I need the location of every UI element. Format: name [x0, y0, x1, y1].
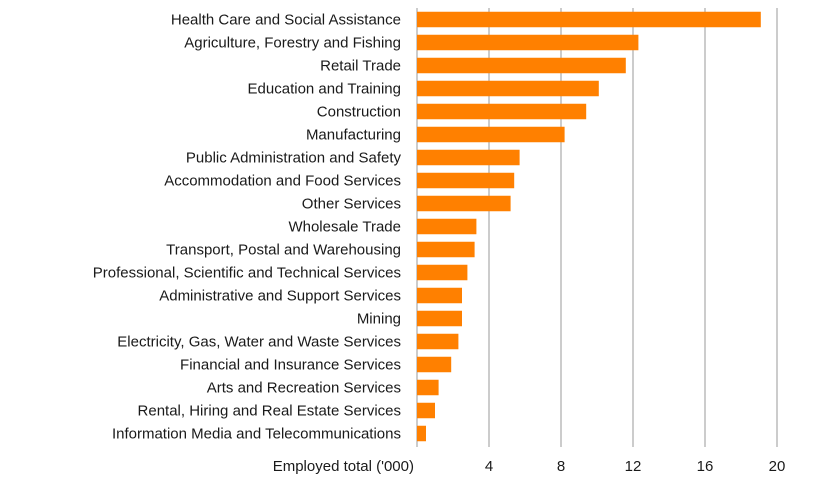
category-label: Financial and Insurance Services [180, 357, 401, 374]
category-label: Wholesale Trade [288, 219, 401, 236]
category-label: Administrative and Support Services [159, 288, 401, 305]
bar [417, 356, 452, 373]
category-label: Construction [317, 104, 401, 121]
category-label: Mining [357, 311, 401, 328]
bar [417, 57, 626, 74]
bar [417, 379, 439, 396]
bar [417, 80, 599, 97]
bar [417, 195, 511, 212]
category-label: Information Media and Telecommunications [112, 426, 401, 443]
bar [417, 11, 761, 28]
x-tick-label: 16 [697, 458, 714, 475]
category-labels: Health Care and Social Assistance Agricul… [93, 12, 402, 443]
category-label: Transport, Postal and Warehousing [166, 242, 401, 259]
bar [417, 425, 426, 442]
bar [417, 287, 462, 304]
bar [417, 149, 520, 166]
x-tick-label: 20 [769, 458, 786, 475]
category-label: Retail Trade [320, 58, 401, 75]
category-label: Accommodation and Food Services [164, 173, 401, 190]
bar [417, 172, 515, 189]
bar [417, 126, 565, 143]
bar [417, 241, 475, 258]
bar [417, 103, 587, 120]
x-tick-labels: 4 8 12 16 20 [485, 458, 786, 475]
category-label: Manufacturing [306, 127, 401, 144]
x-tick-label: 12 [625, 458, 642, 475]
bar [417, 34, 639, 51]
category-label: Education and Training [248, 81, 401, 98]
bar [417, 402, 435, 419]
category-label: Agriculture, Forestry and Fishing [184, 35, 401, 52]
x-axis-title: Employed total ('000) [273, 458, 414, 475]
x-tick-label: 8 [557, 458, 565, 475]
category-label: Public Administration and Safety [186, 150, 402, 167]
bar [417, 310, 462, 327]
bar [417, 333, 459, 350]
category-label: Professional, Scientific and Technical S… [93, 265, 401, 282]
category-label: Arts and Recreation Services [207, 380, 401, 397]
bars [417, 11, 761, 442]
category-label: Rental, Hiring and Real Estate Services [138, 403, 401, 420]
x-tick-label: 4 [485, 458, 493, 475]
category-label: Health Care and Social Assistance [171, 12, 401, 29]
bar [417, 264, 468, 281]
bar [417, 218, 477, 235]
category-label: Electricity, Gas, Water and Waste Servic… [117, 334, 401, 351]
category-label: Other Services [302, 196, 401, 213]
